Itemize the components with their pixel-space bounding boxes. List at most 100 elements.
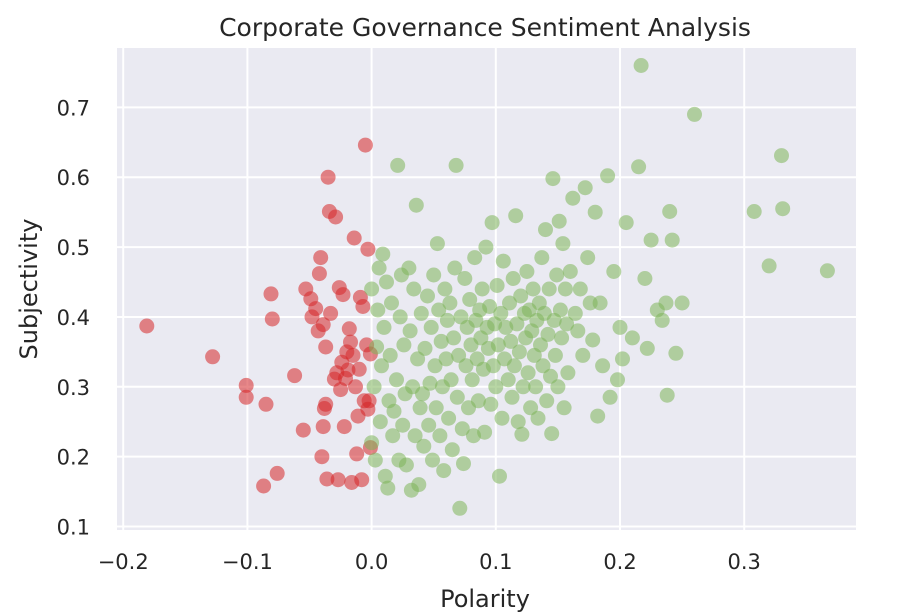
data-point bbox=[238, 377, 254, 393]
data-point bbox=[444, 442, 460, 458]
data-point bbox=[258, 396, 274, 412]
data-point bbox=[572, 281, 588, 297]
data-point bbox=[315, 419, 331, 435]
data-point bbox=[421, 417, 437, 433]
data-point bbox=[575, 347, 591, 363]
data-point bbox=[360, 241, 376, 257]
data-point bbox=[330, 472, 346, 488]
data-point bbox=[539, 393, 555, 409]
data-point bbox=[457, 271, 473, 286]
data-point bbox=[492, 468, 507, 484]
data-point bbox=[417, 340, 433, 356]
data-point bbox=[355, 299, 371, 314]
data-point bbox=[423, 319, 439, 335]
data-point bbox=[590, 408, 606, 424]
data-point bbox=[533, 337, 548, 353]
data-point bbox=[565, 190, 581, 206]
data-point bbox=[662, 204, 678, 219]
data-point bbox=[774, 148, 789, 164]
data-point bbox=[439, 312, 455, 328]
data-point bbox=[426, 267, 442, 283]
data-point bbox=[520, 365, 536, 381]
series-1 bbox=[139, 137, 378, 494]
data-point bbox=[395, 417, 411, 433]
data-point bbox=[372, 414, 388, 430]
data-point bbox=[659, 387, 675, 403]
data-point bbox=[510, 414, 526, 430]
data-point bbox=[379, 274, 394, 290]
data-point bbox=[456, 456, 471, 472]
data-point bbox=[343, 334, 358, 350]
data-point bbox=[467, 250, 483, 266]
data-point bbox=[396, 337, 412, 353]
data-point bbox=[503, 333, 519, 349]
data-point bbox=[323, 305, 339, 321]
data-point bbox=[351, 361, 367, 377]
data-point bbox=[415, 386, 430, 402]
data-point bbox=[540, 326, 556, 342]
y-tick-labels: 0.1 0.2 0.3 0.4 0.5 0.6 0.7 bbox=[57, 96, 90, 539]
data-point bbox=[348, 379, 363, 395]
data-point bbox=[311, 266, 327, 282]
data-point bbox=[433, 333, 449, 349]
data-point bbox=[416, 438, 432, 454]
data-point bbox=[637, 271, 653, 286]
data-point bbox=[364, 281, 380, 297]
data-point bbox=[541, 281, 557, 297]
data-point bbox=[606, 264, 622, 279]
data-point bbox=[557, 281, 573, 297]
data-point bbox=[505, 271, 521, 286]
data-point bbox=[382, 347, 398, 363]
data-point bbox=[502, 295, 517, 311]
data-point bbox=[577, 180, 593, 196]
data-point bbox=[318, 339, 334, 355]
data-point bbox=[139, 318, 155, 334]
data-point bbox=[448, 157, 464, 173]
data-point bbox=[554, 330, 570, 346]
data-point bbox=[602, 389, 618, 405]
data-point bbox=[687, 106, 702, 122]
data-point bbox=[238, 389, 254, 405]
data-point bbox=[761, 258, 777, 274]
data-point bbox=[511, 344, 527, 360]
data-point bbox=[256, 478, 272, 494]
data-point bbox=[570, 323, 586, 339]
data-point bbox=[631, 159, 647, 175]
data-point bbox=[668, 345, 684, 361]
data-point bbox=[438, 351, 454, 367]
data-point bbox=[525, 281, 541, 297]
x-tick-label: 0.0 bbox=[355, 550, 388, 574]
data-point bbox=[528, 379, 544, 395]
data-point bbox=[314, 449, 330, 465]
data-point bbox=[407, 428, 423, 444]
data-point bbox=[470, 393, 486, 409]
data-point bbox=[386, 403, 402, 419]
data-point bbox=[585, 332, 601, 348]
data-point bbox=[449, 389, 465, 405]
data-point bbox=[295, 422, 311, 438]
data-point bbox=[462, 292, 478, 307]
data-point bbox=[509, 316, 525, 332]
chart-title: Corporate Governance Sentiment Analysis bbox=[219, 13, 751, 42]
data-point bbox=[592, 295, 608, 311]
y-tick-label: 0.3 bbox=[57, 376, 90, 400]
data-point bbox=[385, 428, 401, 444]
data-point bbox=[441, 410, 457, 426]
data-point bbox=[555, 236, 571, 252]
x-axis-label: Polarity bbox=[440, 585, 530, 613]
data-point bbox=[550, 379, 566, 395]
data-point bbox=[482, 299, 498, 314]
data-point bbox=[390, 157, 406, 173]
data-point bbox=[346, 230, 362, 246]
data-point bbox=[392, 309, 408, 325]
data-point bbox=[442, 295, 458, 311]
data-point bbox=[377, 468, 393, 484]
data-point bbox=[335, 287, 351, 303]
series-2 bbox=[364, 58, 835, 516]
data-point bbox=[567, 305, 583, 321]
data-point bbox=[411, 477, 427, 493]
y-tick-label: 0.4 bbox=[57, 306, 90, 330]
data-point bbox=[432, 428, 448, 444]
data-point bbox=[562, 264, 578, 279]
